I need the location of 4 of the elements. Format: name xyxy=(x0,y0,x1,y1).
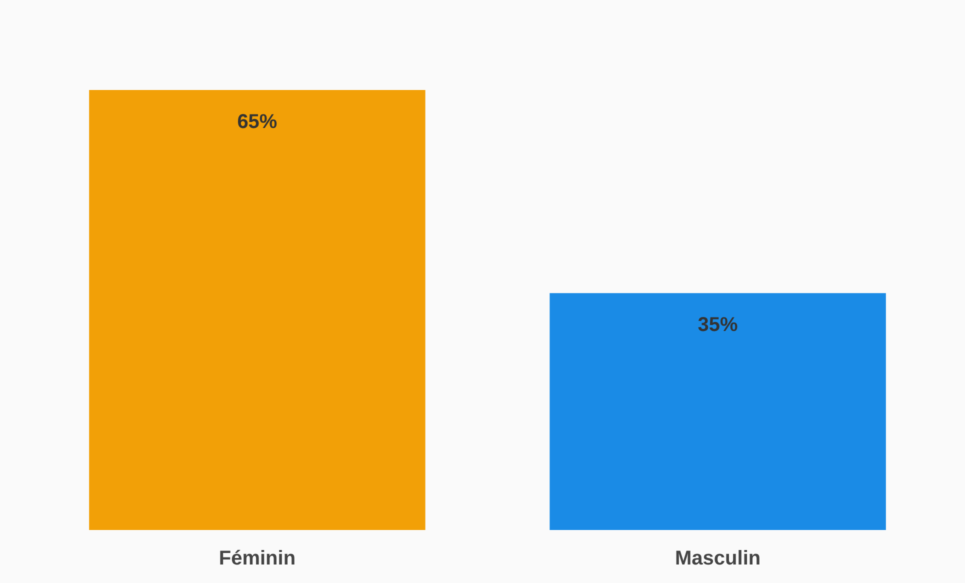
x-tick-label: Féminin xyxy=(218,548,296,570)
data-label: 65% xyxy=(237,111,278,133)
data-label: 35% xyxy=(698,314,738,336)
x-tick-label: Masculin xyxy=(675,548,761,570)
